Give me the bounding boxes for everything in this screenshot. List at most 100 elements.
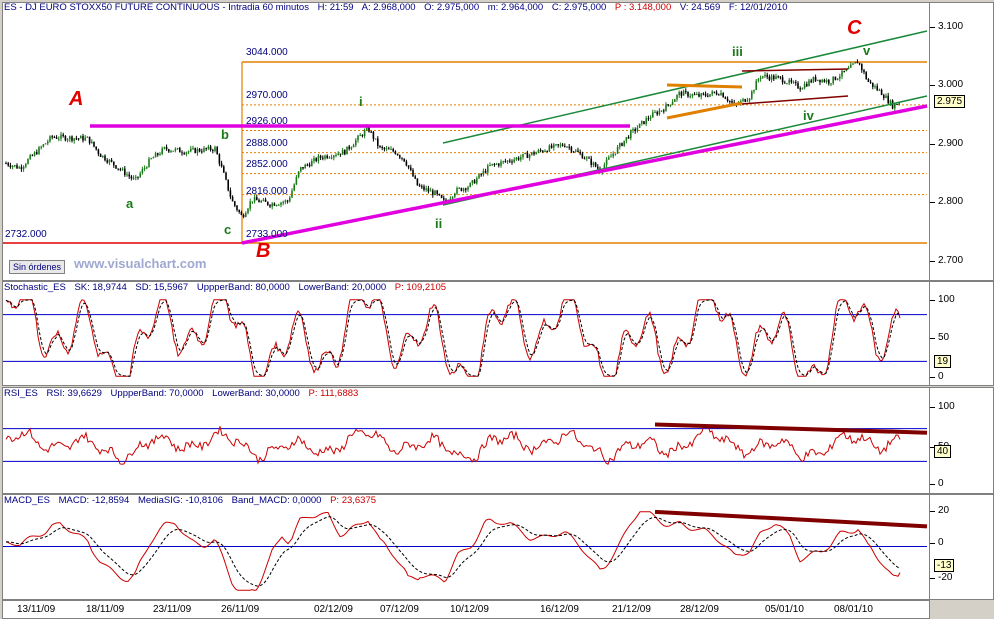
date-label: 05/01/10	[765, 604, 804, 615]
candle	[22, 166, 25, 170]
stochastic-panel[interactable]	[2, 281, 930, 386]
candle	[828, 80, 830, 84]
candle	[830, 83, 832, 85]
candle	[159, 154, 161, 156]
orders-button[interactable]: Sin órdenes	[9, 260, 66, 274]
candle	[172, 150, 174, 152]
candle	[429, 190, 432, 192]
candle	[561, 144, 564, 146]
header-p: P : 3.148,000	[614, 2, 672, 13]
candle	[278, 204, 280, 206]
rsi-tick: 100	[930, 401, 955, 412]
header-c: C: 2.975,000	[551, 2, 607, 13]
candle	[768, 76, 771, 80]
candle	[480, 174, 482, 176]
fib-label: 2816.000	[246, 186, 288, 197]
candle	[284, 200, 287, 203]
candle	[885, 95, 887, 99]
price-panel[interactable]	[2, 2, 930, 281]
candle	[308, 164, 311, 167]
price-header: ES - DJ EURO STOXX50 FUTURE CONTINUOUS -…	[4, 2, 794, 13]
candle	[713, 91, 716, 93]
candle	[229, 190, 232, 197]
candle	[795, 82, 797, 84]
wave-label-b: b	[221, 127, 229, 142]
candle	[889, 100, 892, 104]
candle	[106, 160, 108, 163]
rsi-panel[interactable]	[2, 387, 930, 494]
candle	[401, 157, 403, 159]
candle	[425, 188, 427, 190]
wave-label-A: A	[69, 88, 84, 110]
rsi-axis: 100 50 0 40	[929, 387, 994, 494]
candle	[163, 147, 166, 149]
macd-line	[5, 511, 901, 591]
candle	[847, 67, 850, 70]
candle	[295, 176, 298, 185]
candle	[513, 159, 515, 162]
candle	[86, 136, 89, 138]
candle	[264, 199, 267, 202]
candle	[440, 195, 443, 198]
candle	[647, 118, 650, 120]
macd-signal-line	[5, 516, 901, 587]
candle	[698, 94, 700, 97]
stoch-current-value: 19	[934, 355, 952, 368]
candle	[108, 159, 111, 163]
candle	[814, 77, 817, 81]
candle	[836, 78, 839, 80]
candle	[121, 168, 124, 170]
candle	[95, 146, 97, 150]
candle	[64, 136, 67, 141]
candle	[260, 200, 262, 203]
candle	[495, 163, 498, 165]
candle	[777, 76, 779, 78]
candle	[627, 137, 630, 139]
candle	[592, 162, 595, 165]
rsi-name: RSI_ES	[4, 388, 38, 399]
candle	[267, 201, 269, 205]
date-label: 26/11/09	[221, 604, 260, 615]
macd-tick: 0	[930, 537, 944, 548]
candle	[5, 163, 7, 165]
candle	[533, 152, 535, 155]
macd-panel[interactable]	[2, 494, 930, 600]
candle	[36, 152, 38, 155]
header-h: H: 21:59	[317, 2, 354, 13]
wave-label-iv: iv	[803, 108, 814, 123]
date-label: 10/12/09	[450, 604, 489, 615]
candle	[60, 134, 62, 139]
candle	[799, 88, 801, 90]
candle	[731, 101, 733, 103]
macd-tick: -20	[929, 572, 953, 583]
candle	[669, 104, 672, 106]
candle	[720, 92, 722, 96]
date-label: 23/11/09	[153, 604, 192, 615]
candle	[742, 99, 744, 101]
candle	[146, 167, 148, 169]
candle	[291, 190, 293, 198]
candle	[286, 200, 289, 202]
candle	[764, 74, 766, 77]
candle	[135, 176, 137, 178]
candle	[154, 153, 157, 158]
candle	[876, 86, 878, 90]
candle	[487, 165, 489, 173]
candle	[361, 135, 364, 137]
candle	[638, 123, 641, 128]
stoch-name: Stochastic_ES	[4, 282, 66, 293]
candle	[603, 164, 606, 171]
candle	[797, 82, 799, 89]
candle	[388, 148, 390, 150]
candle	[93, 141, 95, 147]
candle	[748, 98, 751, 101]
candle	[407, 165, 410, 168]
candle	[383, 147, 386, 150]
candle	[806, 84, 808, 87]
candle	[297, 171, 300, 177]
candle	[14, 165, 16, 167]
candle	[33, 152, 36, 156]
candle	[506, 160, 509, 162]
candle	[790, 79, 793, 83]
candle	[522, 153, 524, 158]
